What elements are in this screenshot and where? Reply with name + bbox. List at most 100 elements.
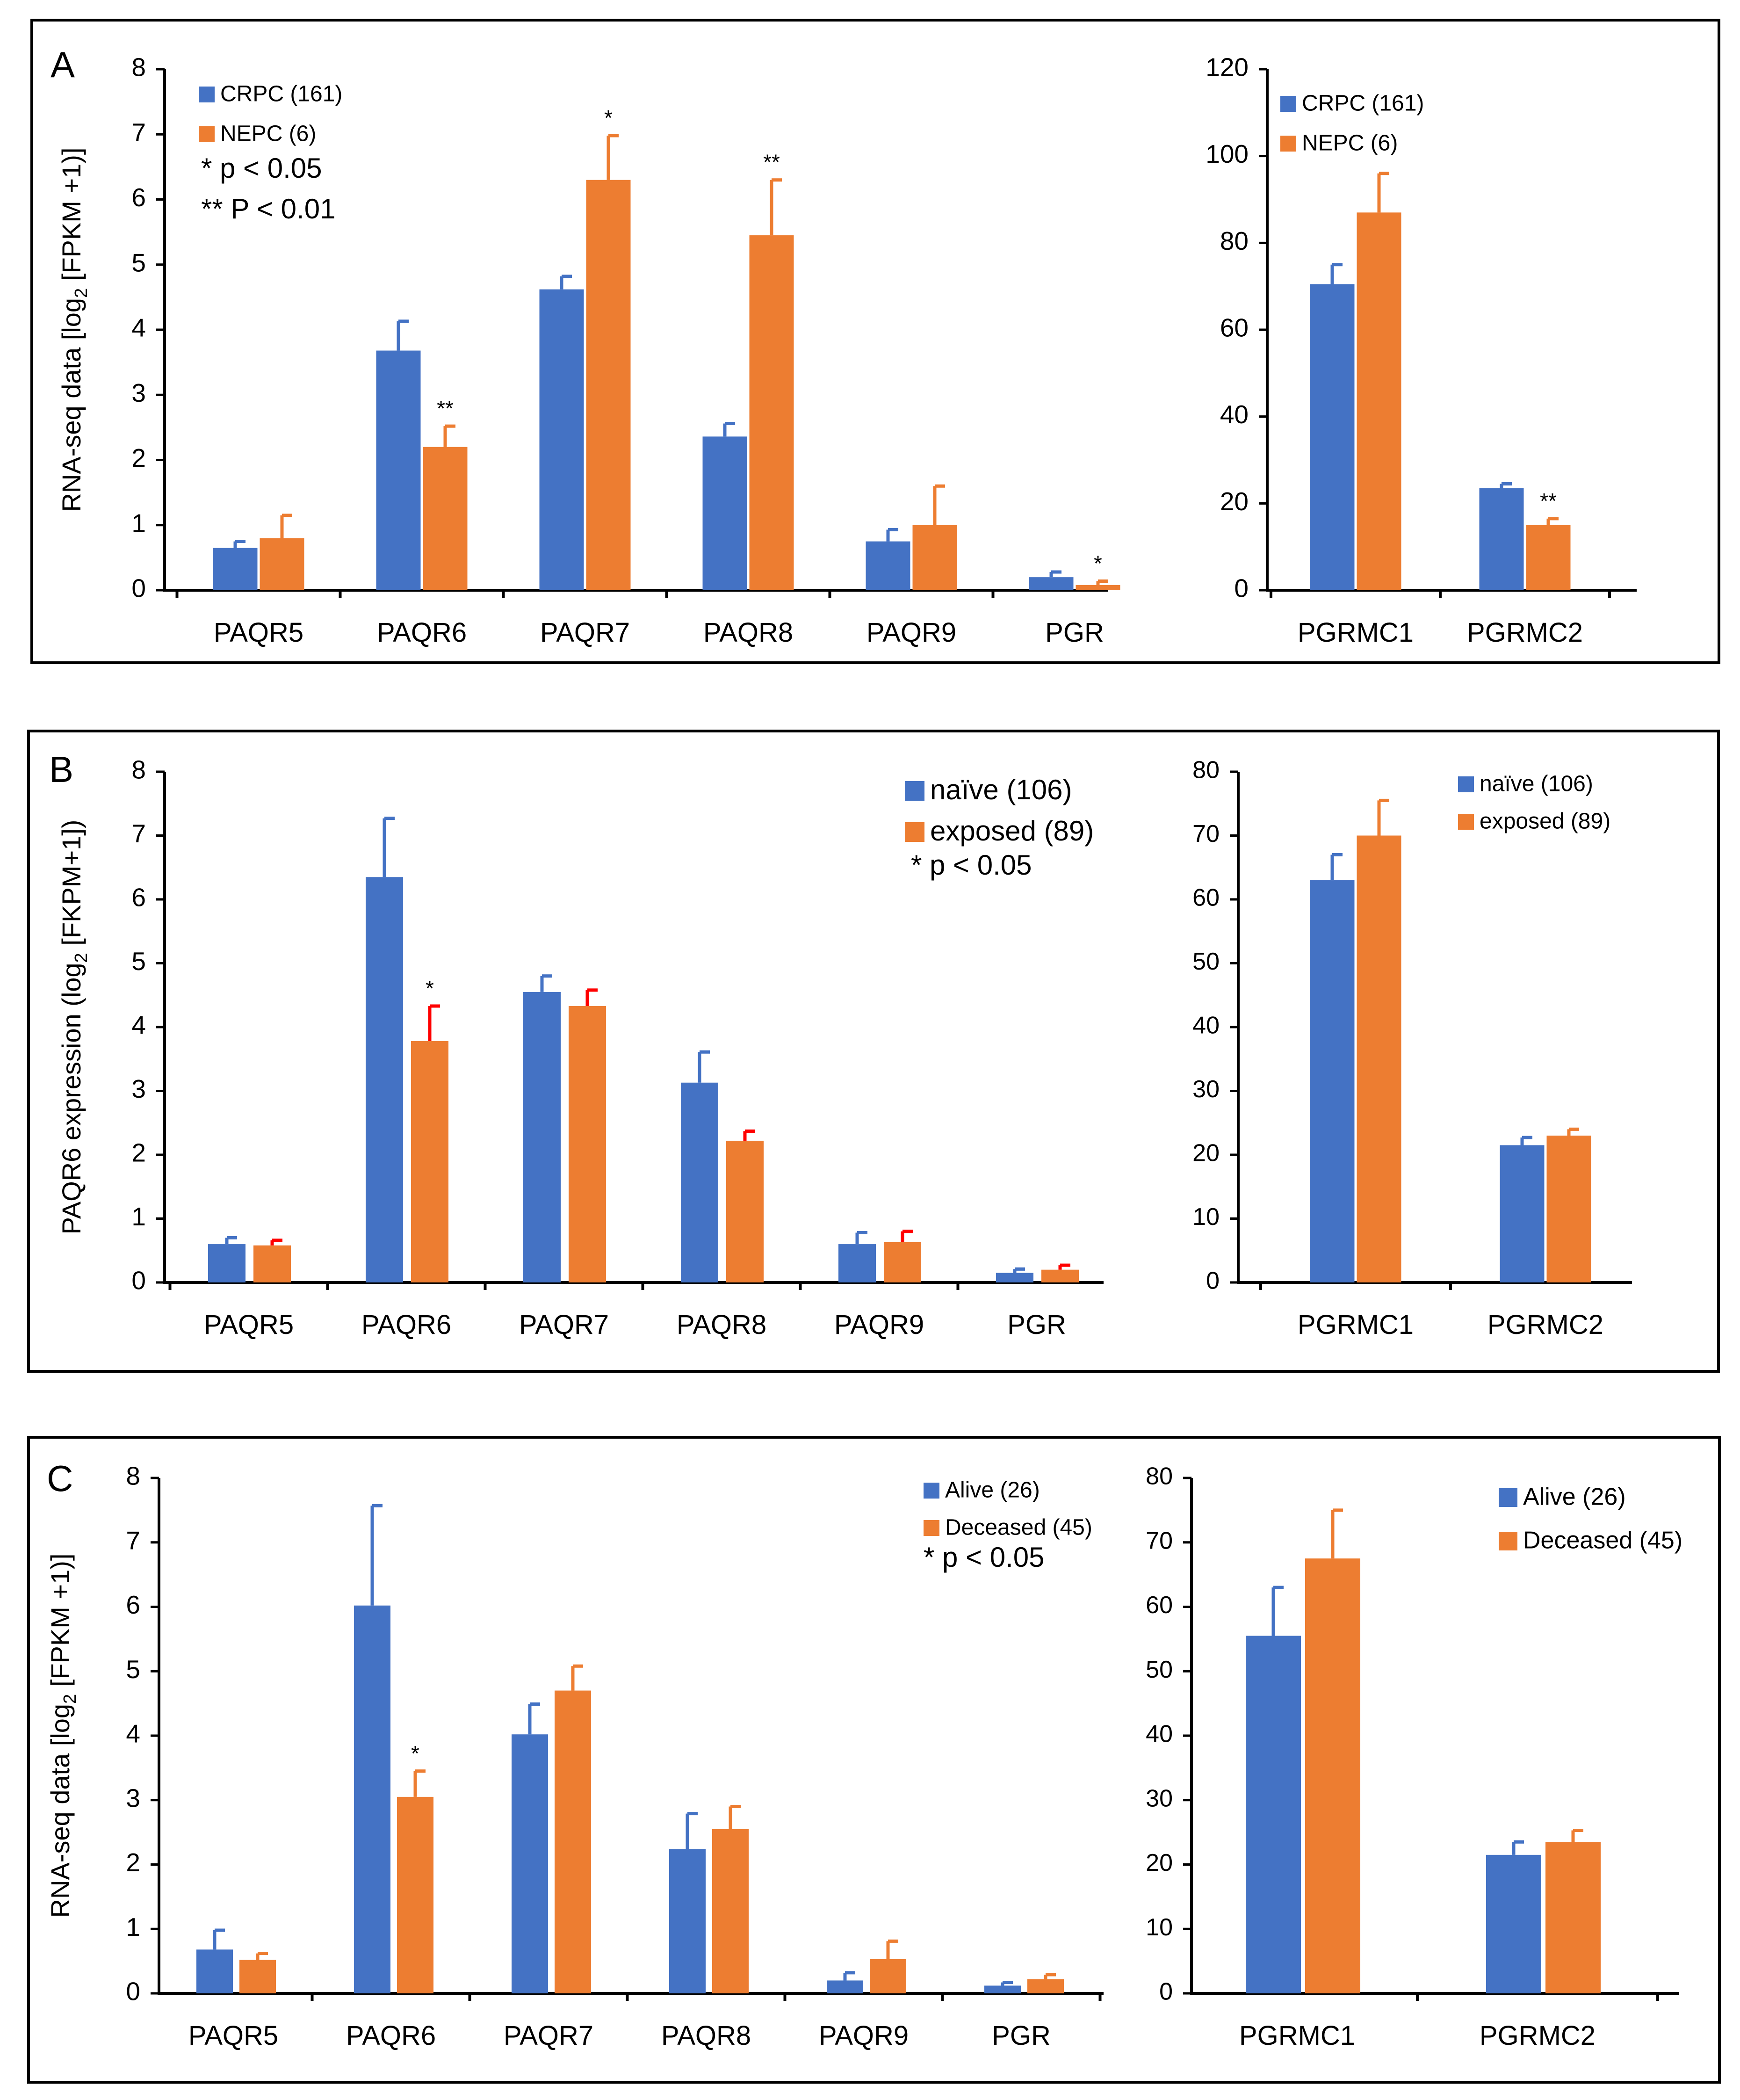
x-category-label: PGR — [1007, 1310, 1066, 1340]
bar-nave-paqr6 — [366, 877, 403, 1282]
y-tick-label: 70 — [1146, 1527, 1173, 1554]
y-tick-label: 10 — [1192, 1203, 1220, 1231]
y-tick-label: 60 — [1220, 313, 1249, 342]
bar-nave-pgrmc2 — [1500, 1145, 1545, 1282]
y-tick-label: 30 — [1146, 1785, 1173, 1812]
legend-label: Deceased (45) — [945, 1515, 1092, 1540]
bar-exposed-paqr9 — [884, 1242, 921, 1282]
p-value-note: * p < 0.05 — [201, 152, 322, 184]
significance-marker: * — [426, 976, 434, 1000]
y-tick-label: 3 — [131, 378, 146, 407]
significance-marker: ** — [1540, 489, 1557, 513]
y-tick-label: 10 — [1146, 1914, 1173, 1941]
y-tick-label: 40 — [1146, 1721, 1173, 1748]
bar-nave-pgr — [996, 1273, 1033, 1282]
bar-nepc-pgrmc1 — [1357, 212, 1401, 591]
y-tick-label: 100 — [1206, 139, 1249, 168]
legend-swatch-blue — [1458, 776, 1474, 792]
y-axis-label: RNA-seq data [log2 [FPKM +1)] — [45, 1553, 80, 1918]
y-tick-label: 0 — [131, 1266, 146, 1295]
y-tick-label: 80 — [1146, 1463, 1173, 1490]
bar-alive-paqr5 — [196, 1949, 233, 1993]
legend-swatch-blue — [1280, 96, 1296, 112]
y-axis-label-text: [FPKM +1)] — [57, 147, 86, 288]
legend-label: Alive (26) — [1523, 1484, 1626, 1511]
y-tick-label: 0 — [131, 574, 146, 603]
legend-label: NEPC (6) — [220, 122, 316, 146]
x-category-label: PGR — [1045, 617, 1104, 648]
bar-nepc-paqr8 — [749, 235, 794, 590]
y-tick-label: 6 — [131, 183, 146, 212]
bar-deceased-pgrmc1 — [1305, 1558, 1360, 1993]
legend-label: CRPC (161) — [1302, 91, 1424, 116]
legend-swatch-blue — [905, 781, 924, 801]
p-value-note: ** P < 0.01 — [201, 193, 335, 224]
bar-crpc-paqr8 — [702, 436, 747, 590]
y-tick-label: 20 — [1146, 1849, 1173, 1876]
y-tick-label: 6 — [131, 883, 146, 912]
bar-crpc-paqr9 — [866, 541, 910, 590]
legend-swatch-blue — [924, 1483, 939, 1499]
x-category-label: PAQR5 — [188, 2020, 278, 2051]
y-tick-label: 3 — [126, 1783, 140, 1812]
x-category-label: PAQR6 — [346, 2020, 436, 2051]
legend-swatch-orange — [1458, 814, 1474, 830]
y-tick-label: 7 — [131, 819, 146, 848]
y-axis-label-text: [FKPM+1]) — [57, 820, 86, 953]
p-value-note: * p < 0.05 — [924, 1542, 1045, 1573]
bar-exposed-paqr7 — [569, 1006, 606, 1282]
legend-swatch-orange — [924, 1520, 939, 1536]
legend-label: Alive (26) — [945, 1478, 1040, 1503]
y-axis-label-text: PAQR6 expression (log — [57, 963, 86, 1234]
x-category-label: PAQR5 — [214, 617, 303, 648]
y-tick-label: 60 — [1192, 884, 1220, 912]
y-tick-label: 50 — [1146, 1656, 1173, 1683]
significance-marker: ** — [763, 150, 780, 174]
bar-alive-paqr8 — [669, 1849, 706, 1993]
y-tick-label: 70 — [1192, 820, 1220, 847]
bar-deceased-paqr9 — [870, 1959, 906, 1993]
bar-alive-paqr7 — [512, 1734, 548, 1993]
chart-b-right: 0 10 20 30 40 50 60 70 80 PGRMC1 PGRMC2 naïve (106)… — [1192, 757, 1632, 1340]
y-axis-label: RNA-seq data [log2 [FPKM +1)] — [57, 147, 91, 512]
legend-label: exposed (89) — [1480, 809, 1610, 834]
bar-alive-paqr6 — [354, 1605, 390, 1993]
significance-marker: * — [604, 106, 613, 130]
y-tick-label: 4 — [126, 1719, 140, 1748]
x-category-label: PGRMC1 — [1298, 1310, 1414, 1340]
x-category-label: PAQR8 — [703, 617, 793, 648]
bar-exposed-pgrmc2 — [1546, 1136, 1591, 1282]
bar-exposed-pgr — [1041, 1269, 1079, 1282]
bar-nave-pgrmc1 — [1310, 880, 1355, 1282]
y-tick-label: 120 — [1206, 53, 1249, 82]
y-tick-label: 5 — [126, 1655, 140, 1684]
x-category-label: PGRMC1 — [1239, 2020, 1355, 2051]
y-tick-label: 6 — [126, 1590, 140, 1619]
bar-nepc-pgrmc2 — [1526, 525, 1571, 590]
bar-deceased-paqr6 — [397, 1796, 433, 1993]
y-tick-label: 20 — [1220, 487, 1249, 516]
bar-deceased-pgr — [1027, 1979, 1064, 1993]
legend-label: naïve (106) — [1480, 772, 1593, 797]
bar-exposed-paqr6 — [411, 1041, 448, 1282]
panel-c — [27, 1436, 1721, 2084]
bar-alive-pgr — [984, 1985, 1021, 1993]
chart-c-right: 0 10 20 30 40 50 60 70 80 PGRMC1 PGRMC2 Alive (26) D… — [1146, 1463, 1682, 2051]
bar-nave-paqr5 — [208, 1244, 245, 1282]
legend-label: Deceased (45) — [1523, 1527, 1682, 1554]
x-category-label: PAQR8 — [677, 1310, 766, 1340]
bar-nave-paqr8 — [681, 1082, 718, 1282]
y-tick-label: 1 — [131, 1202, 146, 1231]
y-tick-label: 8 — [126, 1462, 140, 1491]
x-category-label: PGRMC2 — [1480, 2020, 1596, 2051]
y-tick-label: 1 — [126, 1912, 140, 1941]
bar-alive-pgrmc2 — [1486, 1854, 1541, 1993]
x-category-label: PGR — [992, 2020, 1051, 2051]
bar-crpc-paqr7 — [539, 289, 584, 590]
bar-deceased-pgrmc2 — [1545, 1842, 1601, 1993]
bar-alive-pgrmc1 — [1246, 1636, 1301, 1993]
x-category-label: PGRMC2 — [1487, 1310, 1603, 1340]
bar-alive-paqr9 — [827, 1980, 863, 1993]
y-tick-label: 0 — [1206, 1267, 1220, 1295]
